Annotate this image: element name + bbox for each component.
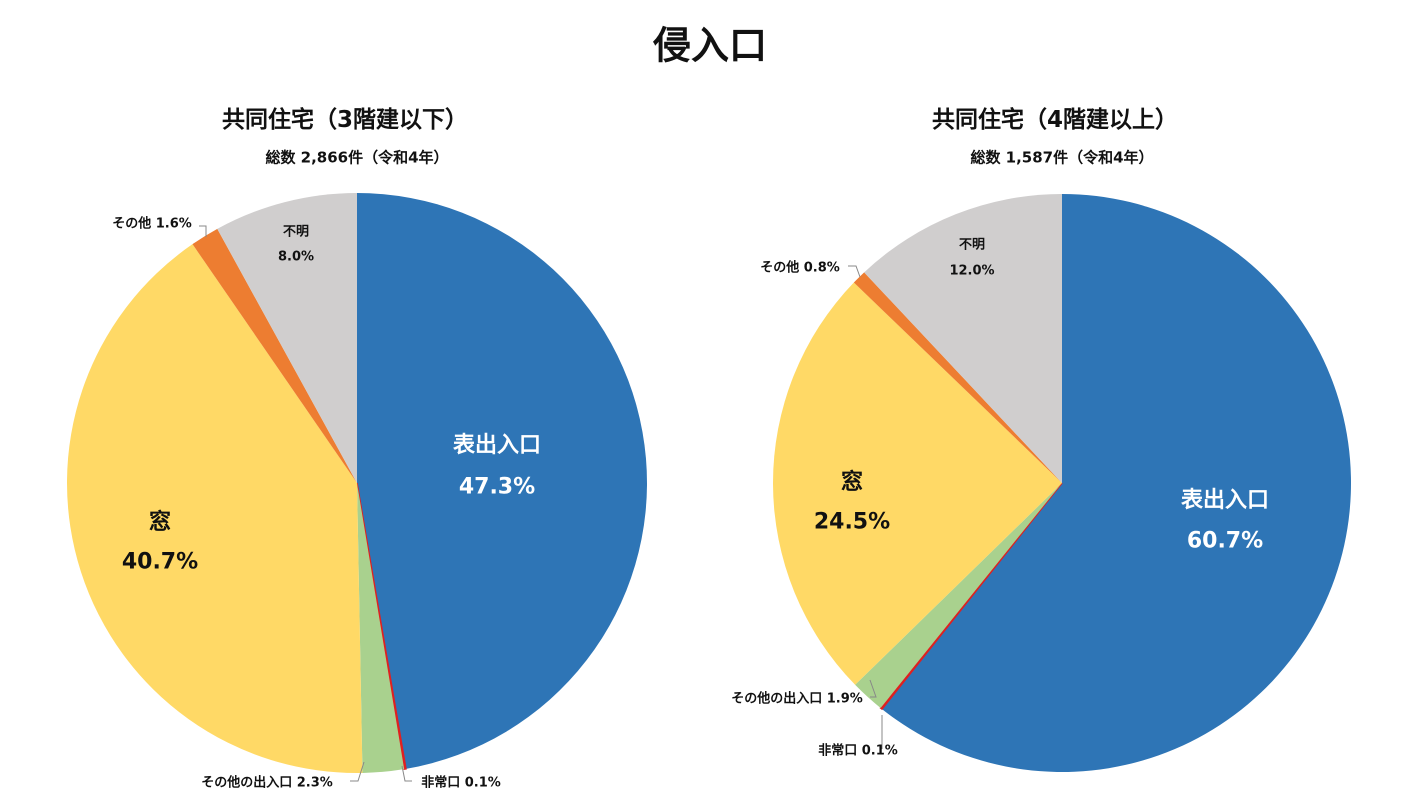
pie-slice-表出入口 <box>882 194 1351 772</box>
pie-slice-その他 <box>853 272 1062 483</box>
chart-subtitle-low-rise: 総数 2,866件（令和4年） <box>265 148 449 167</box>
pie-chart-high-rise <box>772 194 1351 772</box>
chart-subtitle-high-rise: 総数 1,587件（令和4年） <box>970 148 1154 167</box>
slice-label: 非常口 0.1% <box>421 775 501 791</box>
slice-label-value: 47.3% <box>458 474 536 500</box>
main-title: 侵入口 <box>652 23 768 68</box>
slice-label-name: 表出入口 <box>452 433 542 458</box>
pie-slice-表出入口 <box>357 193 647 769</box>
slice-label-name: 窓 <box>148 510 172 535</box>
slice-label-name: 表出入口 <box>1180 488 1270 513</box>
pie-slice-その他の出入口 <box>855 483 1062 708</box>
slice-label-value: 12.0% <box>949 263 995 279</box>
pie-slice-窓 <box>66 244 363 774</box>
slice-label-value: 8.0% <box>277 249 315 265</box>
chart-title-low-rise: 共同住宅（3階建以下） <box>221 107 469 133</box>
slice-label-name: 窓 <box>840 470 864 495</box>
slice-label: その他 1.6% <box>112 216 192 232</box>
pie-slice-不明 <box>864 194 1062 483</box>
leader-lines <box>199 225 883 782</box>
slice-label-value: 40.7% <box>121 549 199 575</box>
leader-line <box>199 225 207 237</box>
slice-label: その他 0.8% <box>760 260 840 276</box>
pie-slice-非常口 <box>879 482 1063 711</box>
slice-label: 非常口 0.1% <box>818 743 898 759</box>
pie-slice-不明 <box>217 193 357 483</box>
pie-chart-low-rise <box>66 193 647 774</box>
slice-label-name: 不明 <box>958 237 986 253</box>
chart-title-high-rise: 共同住宅（4階建以上） <box>931 107 1179 133</box>
slice-label-value: 60.7% <box>1186 528 1264 554</box>
leader-line <box>869 679 877 698</box>
slice-label-name: 不明 <box>282 224 310 240</box>
pie-slice-その他 <box>192 228 357 483</box>
leader-line <box>350 761 365 782</box>
slice-label-value: 24.5% <box>813 509 891 535</box>
pie-slice-非常口 <box>356 482 407 771</box>
pie-slice-窓 <box>772 282 1062 685</box>
slice-label: その他の出入口 2.3% <box>201 775 333 791</box>
leader-line <box>848 265 861 278</box>
slice-label: その他の出入口 1.9% <box>731 691 863 707</box>
pie-slice-その他の出入口 <box>357 483 405 773</box>
leader-line <box>401 765 412 782</box>
